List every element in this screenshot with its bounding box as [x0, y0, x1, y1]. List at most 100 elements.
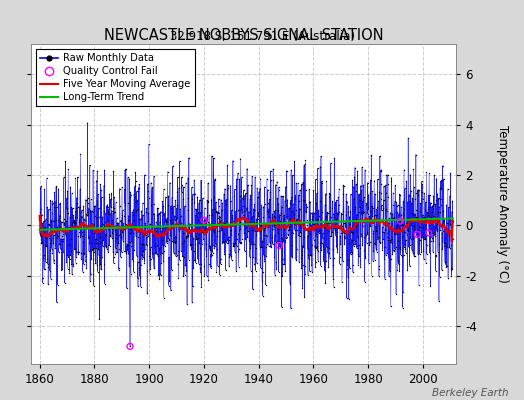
- Point: [277, 235, 286, 242]
- Point: [307, 210, 315, 216]
- Point: [400, 228, 409, 235]
- Point: [37, 233, 45, 240]
- Point: [183, 232, 192, 239]
- Point: [234, 170, 242, 176]
- Point: [341, 235, 349, 242]
- Point: [85, 224, 94, 230]
- Point: [247, 241, 255, 247]
- Point: [89, 167, 97, 173]
- Point: [89, 282, 97, 289]
- Point: [221, 197, 230, 203]
- Point: [42, 235, 50, 241]
- Point: [399, 211, 407, 218]
- Point: [168, 216, 176, 223]
- Point: [324, 220, 332, 226]
- Point: [422, 251, 431, 257]
- Point: [280, 223, 288, 229]
- Point: [391, 182, 399, 188]
- Point: [180, 230, 188, 237]
- Point: [77, 213, 85, 220]
- Point: [40, 233, 49, 239]
- Point: [256, 175, 265, 182]
- Point: [130, 223, 139, 229]
- Point: [369, 248, 378, 254]
- Point: [143, 268, 151, 274]
- Point: [268, 238, 276, 245]
- Point: [83, 212, 91, 218]
- Point: [188, 233, 196, 239]
- Point: [326, 255, 334, 261]
- Point: [410, 225, 419, 232]
- Point: [100, 167, 108, 174]
- Point: [235, 240, 244, 246]
- Point: [180, 238, 188, 244]
- Point: [97, 266, 106, 272]
- Point: [374, 218, 383, 224]
- Point: [58, 233, 67, 240]
- Point: [228, 218, 237, 224]
- Point: [210, 228, 218, 235]
- Point: [282, 235, 290, 241]
- Point: [218, 240, 226, 246]
- Point: [418, 178, 426, 185]
- Point: [66, 213, 74, 220]
- Point: [120, 226, 128, 232]
- Point: [154, 253, 162, 260]
- Point: [416, 224, 424, 230]
- Point: [293, 216, 302, 222]
- Point: [292, 246, 301, 252]
- Point: [259, 214, 268, 220]
- Point: [48, 250, 57, 256]
- Point: [272, 196, 281, 202]
- Point: [172, 216, 181, 222]
- Point: [269, 213, 278, 220]
- Point: [382, 252, 390, 258]
- Point: [170, 250, 178, 256]
- Point: [84, 208, 92, 215]
- Point: [163, 215, 171, 222]
- Point: [318, 178, 326, 184]
- Point: [365, 260, 373, 266]
- Point: [314, 216, 322, 222]
- Point: [226, 219, 234, 226]
- Point: [111, 209, 119, 215]
- Point: [104, 206, 113, 212]
- Point: [412, 218, 421, 224]
- Point: [294, 212, 302, 219]
- Point: [201, 231, 209, 237]
- Point: [69, 205, 77, 211]
- Point: [202, 253, 211, 259]
- Point: [345, 296, 353, 302]
- Point: [257, 243, 266, 250]
- Point: [412, 207, 420, 214]
- Point: [287, 305, 295, 312]
- Point: [178, 182, 186, 188]
- Point: [198, 241, 206, 247]
- Point: [132, 169, 140, 176]
- Point: [443, 243, 452, 250]
- Point: [115, 232, 124, 238]
- Point: [39, 255, 48, 261]
- Point: [245, 208, 253, 215]
- Point: [78, 213, 86, 220]
- Point: [412, 233, 421, 239]
- Point: [402, 214, 411, 221]
- Point: [74, 251, 83, 258]
- Point: [242, 190, 250, 196]
- Point: [273, 195, 281, 202]
- Point: [445, 216, 453, 223]
- Point: [197, 177, 205, 184]
- Point: [279, 261, 287, 267]
- Point: [77, 250, 85, 256]
- Point: [241, 236, 249, 243]
- Point: [101, 280, 109, 287]
- Point: [260, 184, 269, 190]
- Point: [86, 207, 94, 214]
- Point: [95, 228, 103, 234]
- Point: [219, 238, 227, 244]
- Point: [334, 194, 342, 201]
- Point: [123, 285, 131, 292]
- Point: [271, 271, 279, 278]
- Point: [405, 244, 413, 250]
- Point: [117, 212, 126, 218]
